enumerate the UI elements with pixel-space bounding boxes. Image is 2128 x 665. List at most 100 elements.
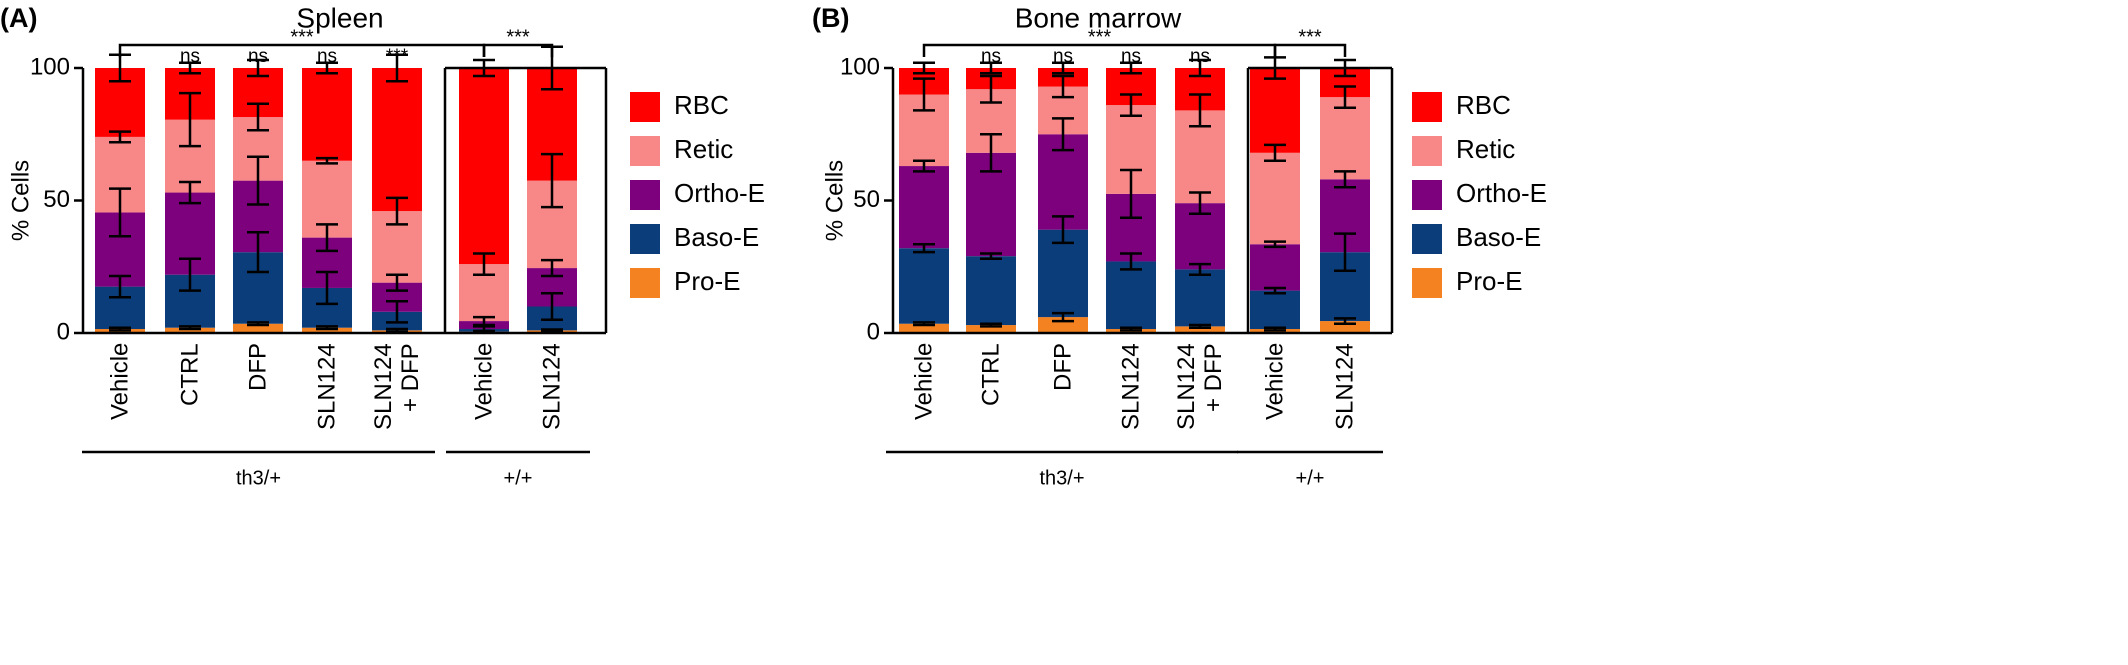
group-label: th3/+ [236,467,281,489]
significance-label: ns [248,46,268,67]
error-bar [1052,74,1074,99]
x-tick-label: Vehicle [910,343,938,421]
x-tick-label: SLN124 [538,343,566,430]
x-tick-label: SLN124 [1117,343,1145,430]
bracket-label: *** [1088,26,1112,48]
error-bar [247,102,269,132]
error-bar [1120,61,1142,75]
y-tick-label: 50 [853,186,880,213]
error-bar [1264,143,1286,162]
significance-label: ns [1190,46,1210,67]
x-tick-label: CTRL [176,343,204,406]
error-bar [1334,232,1356,272]
x-tick-label: DFP [244,343,272,391]
x-tick-label: SLN124 [313,343,341,430]
error-bar [247,58,269,78]
error-bar [913,159,935,173]
error-bar [386,273,408,292]
error-bar [1120,252,1142,271]
significance-label: *** [386,46,409,67]
bar-segment [1320,321,1370,333]
bar-segment [1250,244,1300,291]
error-bar [1189,93,1211,128]
error-bar [1264,286,1286,295]
x-tick-label: Vehicle [1261,343,1289,421]
error-bar [913,77,935,112]
error-bar [386,53,408,83]
error-bar [109,274,131,299]
bar-segment [233,323,283,333]
error-bar [1052,215,1074,245]
bar-segment [1038,229,1088,318]
legend-swatch [1412,180,1442,210]
legend-label: Pro-E [1456,266,1522,296]
error-bar [1334,317,1356,325]
error-bar [1264,240,1286,249]
error-bar [179,180,201,205]
legend-label: Retic [1456,134,1515,164]
bar-segment [302,327,352,333]
x-tick-label: CTRL [977,343,1005,406]
bar-segment [459,68,509,265]
bar-segment [302,68,352,161]
error-bar [316,270,338,306]
error-bar [1189,323,1211,329]
bar-segment [899,166,949,249]
significance-bracket [1273,43,1347,57]
error-bar [473,315,495,327]
bar-segment [899,323,949,333]
error-bar [541,258,563,278]
legend-label: RBC [674,90,729,120]
bar-segment [1250,152,1300,245]
bar-segment [1320,97,1370,180]
error-bar [109,187,131,238]
legend-swatch [630,268,660,298]
error-bar [109,130,131,144]
legend-swatch [630,224,660,254]
error-bar [1189,58,1211,78]
bar-segment [1250,290,1300,330]
y-tick-label: 0 [867,318,880,345]
legend-swatch [1412,92,1442,122]
significance-bracket [482,43,554,57]
chart-title: Spleen [296,2,383,33]
error-bar [980,61,1002,75]
error-bar [1334,170,1356,189]
group-label: +/+ [1296,467,1325,489]
error-bar [247,321,269,327]
legend-label: Baso-E [1456,222,1541,252]
error-bar [247,231,269,274]
error-bar [541,328,563,333]
panel-label: (B) [812,3,849,33]
error-bar [1189,262,1211,276]
bracket-label: *** [1298,26,1322,48]
bar-segment [372,68,422,212]
error-bar [179,325,201,331]
significance-label: ns [981,46,1001,67]
significance-label: ns [180,46,200,67]
bracket-label: *** [506,26,530,48]
legend-swatch [630,92,660,122]
x-tick-label: DFP [1049,343,1077,391]
bar-segment [966,325,1016,333]
legend-label: Pro-E [674,266,740,296]
error-bar [980,252,1002,261]
x-tick-label: SLN124 + DFP [370,343,424,430]
y-tick-label: 0 [57,318,70,345]
error-bar [316,223,338,253]
y-tick-label: 100 [30,53,70,80]
error-bar [316,61,338,75]
error-bar [1120,326,1142,332]
legend-swatch [630,136,660,166]
error-bar [1189,191,1211,215]
error-bar [1052,117,1074,152]
error-bar [386,196,408,226]
y-axis-label: % Cells [821,160,848,241]
significance-label: ns [1121,46,1141,67]
error-bar [1052,311,1074,323]
error-bar [386,327,408,333]
bar-segment [1175,326,1225,333]
error-bar [109,326,131,332]
chart-title: Bone marrow [1015,2,1182,33]
